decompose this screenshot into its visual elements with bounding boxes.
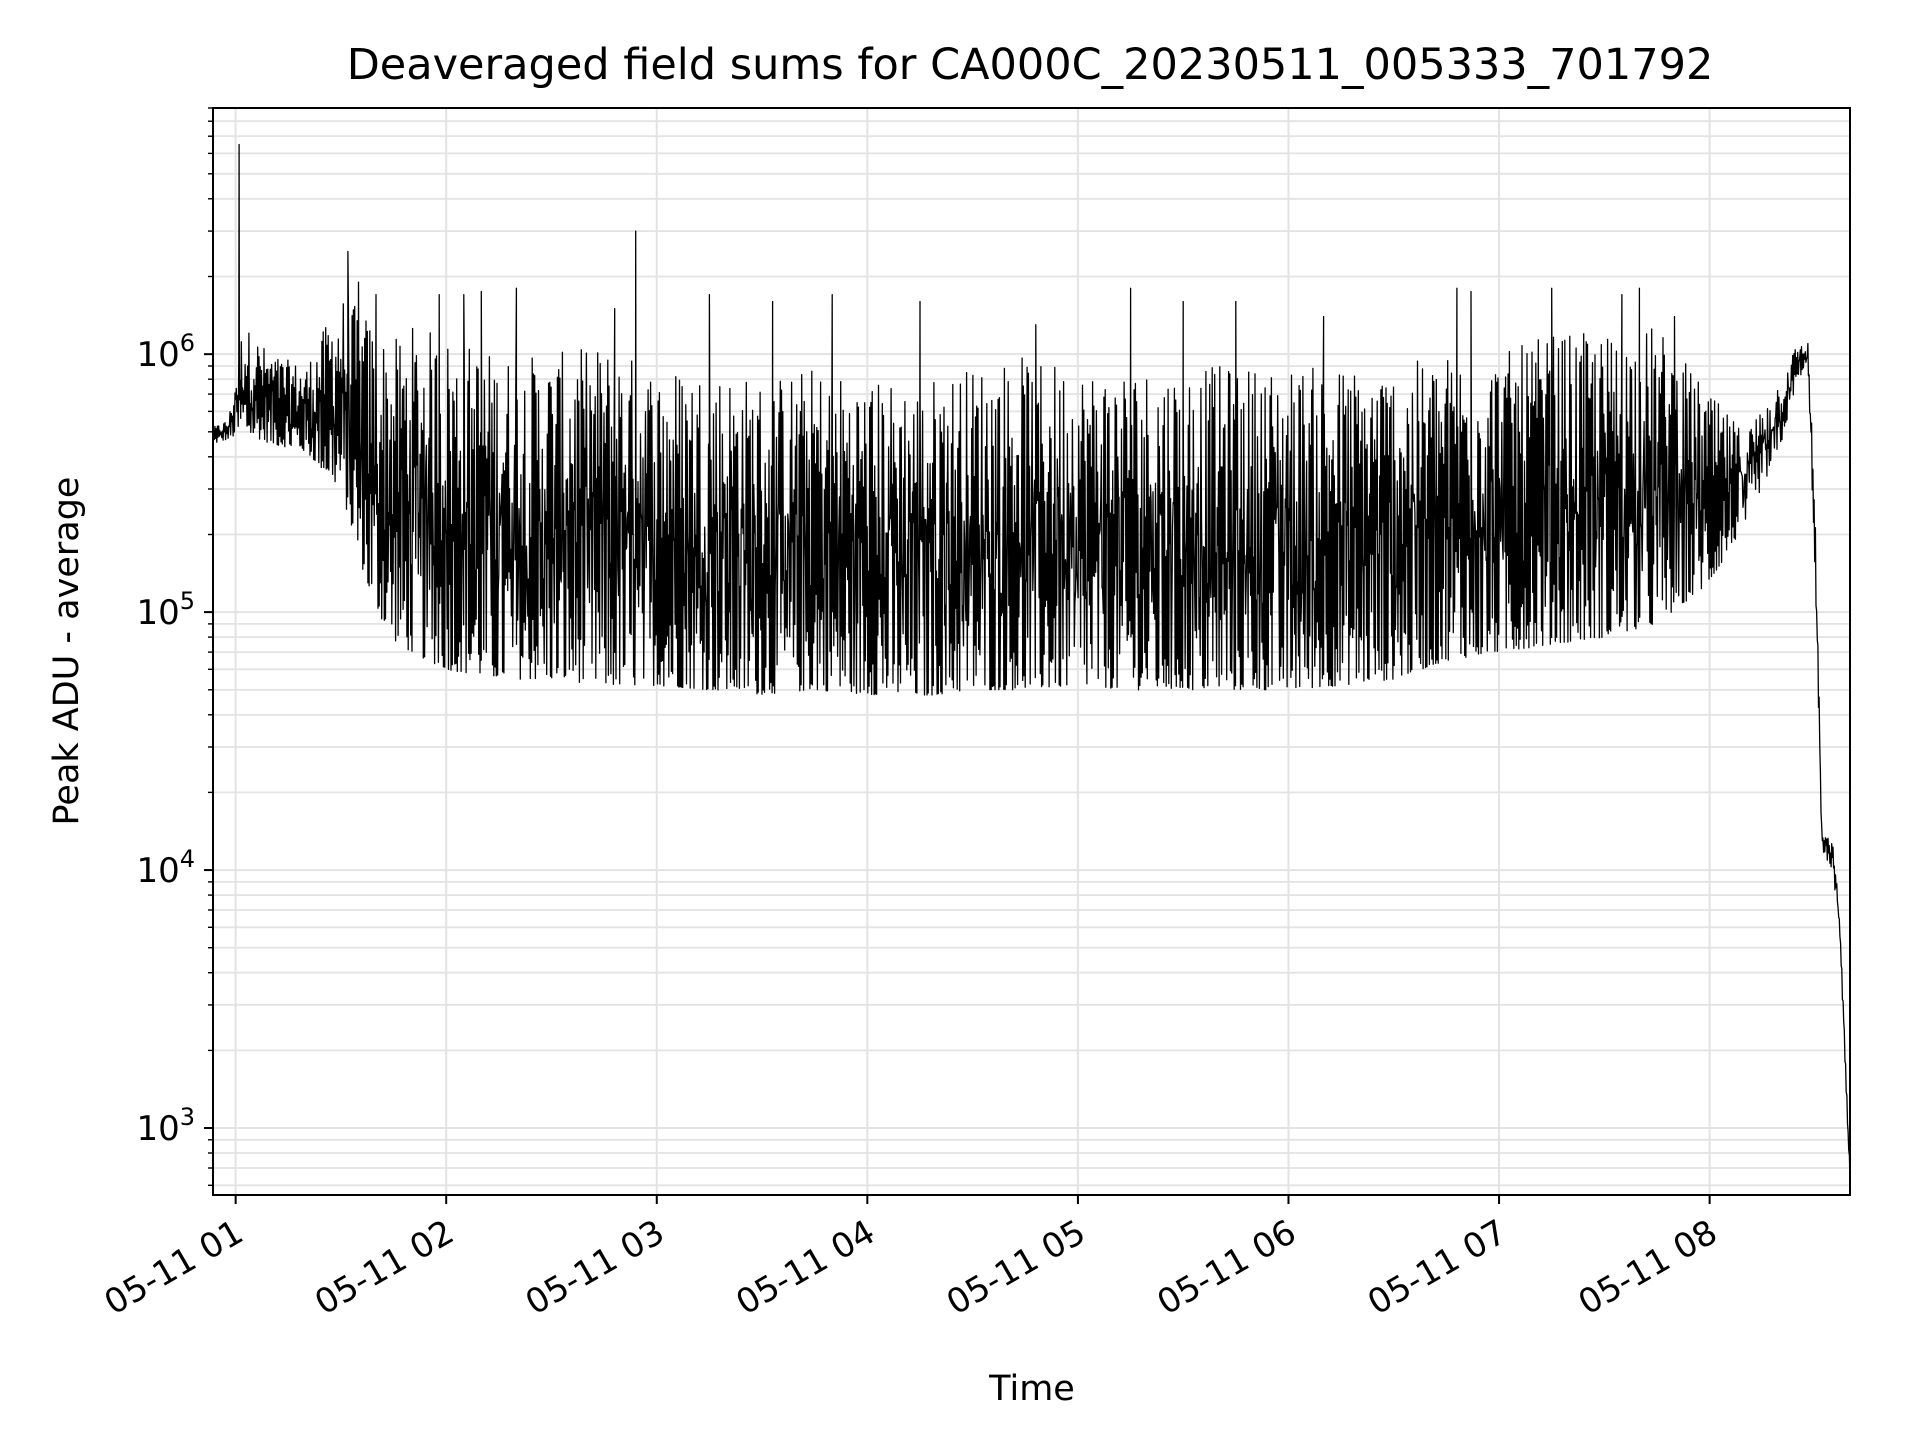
y-tick-label: 105	[136, 587, 195, 633]
y-axis: 103 104 105 106	[136, 107, 213, 1187]
x-axis-label: Time	[988, 1369, 1075, 1409]
series-path	[212, 143, 1851, 1185]
series-line	[212, 143, 1851, 1185]
y-tick-label: 106	[136, 329, 195, 375]
chart-title: Deaveraged field sums for CA000C_2023051…	[347, 40, 1714, 90]
y-axis-label: Peak ADU - average	[47, 477, 87, 826]
y-tick-label: 104	[136, 845, 195, 891]
y-tick-label: 103	[136, 1103, 195, 1149]
